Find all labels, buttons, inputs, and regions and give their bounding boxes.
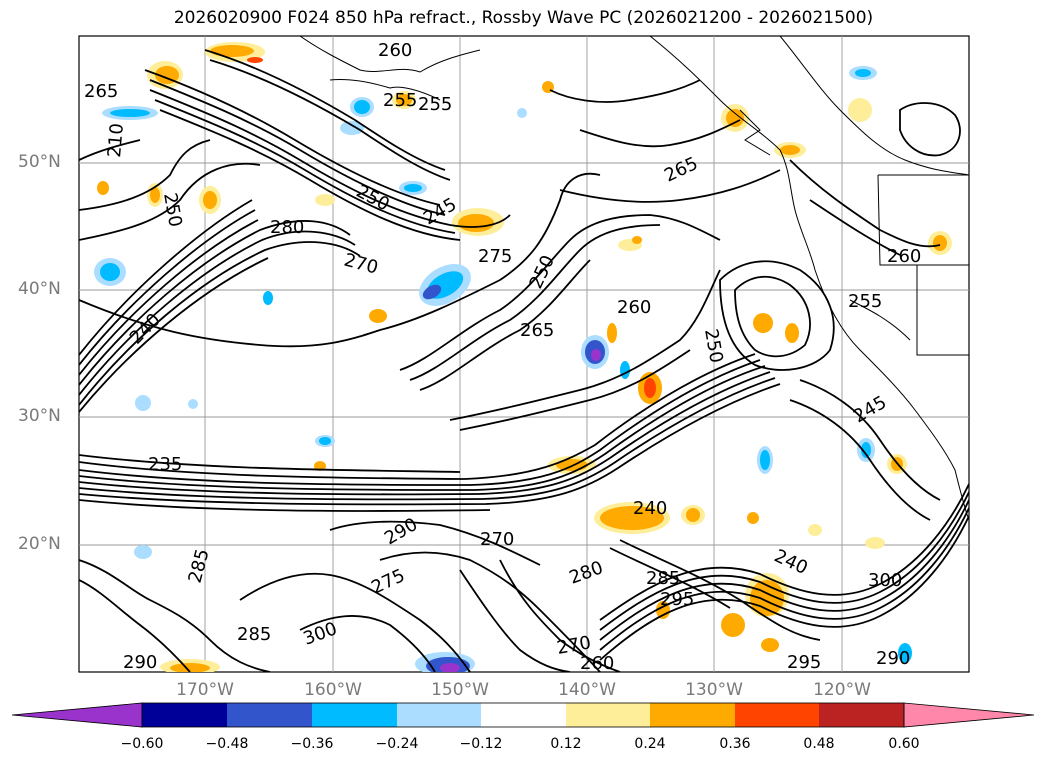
- contour-label: 265: [84, 81, 118, 102]
- lat-label: 50°N: [18, 152, 61, 172]
- colorbar-extend-left: [11, 702, 143, 728]
- colorbar-swatch: [227, 703, 312, 727]
- colorbar-swatch: [650, 703, 735, 727]
- colorbar-swatch: [397, 703, 481, 727]
- colorbar-swatch: [819, 703, 904, 727]
- map-frame: [78, 35, 970, 673]
- colorbar-tick: −0.24: [375, 736, 419, 752]
- colorbar-swatch: [735, 703, 819, 727]
- colorbar-tick: −0.48: [205, 736, 249, 752]
- contour-label: 265: [520, 320, 554, 341]
- lon-label: 170°W: [176, 680, 234, 700]
- lon-label: 120°W: [813, 680, 871, 700]
- contour-label: 255: [848, 291, 882, 312]
- lat-label: 40°N: [18, 279, 61, 299]
- contour-label: 260: [887, 246, 921, 267]
- contour-label: 260: [617, 297, 651, 318]
- contour-label: 295: [660, 589, 694, 610]
- contour-label: 290: [876, 648, 910, 669]
- contour-label: 280: [270, 217, 304, 238]
- colorbar-tick: −0.36: [290, 736, 334, 752]
- lon-label: 130°W: [685, 680, 743, 700]
- contour-label: 275: [478, 246, 512, 267]
- contour-label: 285: [646, 568, 680, 589]
- contour-label: 290: [123, 652, 157, 673]
- coastlines: [299, 36, 969, 521]
- lat-label: 20°N: [18, 534, 61, 554]
- contour-label: 295: [787, 652, 821, 673]
- contour-label: 255: [383, 90, 417, 111]
- contour-label: 260: [580, 653, 614, 674]
- colorbar-swatch: [142, 703, 227, 727]
- colorbar-tick: 0.60: [888, 736, 920, 752]
- contour-label: 285: [237, 624, 271, 645]
- lat-label: 30°N: [18, 406, 61, 426]
- contour-label: 270: [480, 529, 514, 550]
- lon-label: 140°W: [558, 680, 616, 700]
- colorbar-tick: 0.12: [550, 736, 582, 752]
- colorbar-swatch: [481, 703, 566, 727]
- contour-label: 210: [104, 122, 128, 158]
- contour-label: 240: [633, 498, 667, 519]
- contour-label: 235: [148, 454, 182, 475]
- map-title: 2026020900 F024 850 hPa refract., Rossby…: [173, 8, 874, 28]
- colorbar-tick: −0.12: [459, 736, 503, 752]
- contour-label: 255: [418, 94, 452, 115]
- colorbar-extend-right: [903, 702, 1035, 728]
- lon-label: 160°W: [304, 680, 362, 700]
- colorbar-tick: −0.60: [120, 736, 164, 752]
- contour-label: 260: [378, 40, 412, 61]
- colorbar: [11, 702, 1035, 728]
- colorbar-tick: 0.48: [803, 736, 835, 752]
- contour-label: 300: [868, 570, 902, 591]
- lon-label: 150°W: [431, 680, 489, 700]
- colorbar-swatch: [312, 703, 397, 727]
- colorbar-tick: 0.24: [634, 736, 666, 752]
- contour-lines: [79, 49, 969, 672]
- colorbar-swatch: [566, 703, 650, 727]
- colorbar-tick: 0.36: [719, 736, 751, 752]
